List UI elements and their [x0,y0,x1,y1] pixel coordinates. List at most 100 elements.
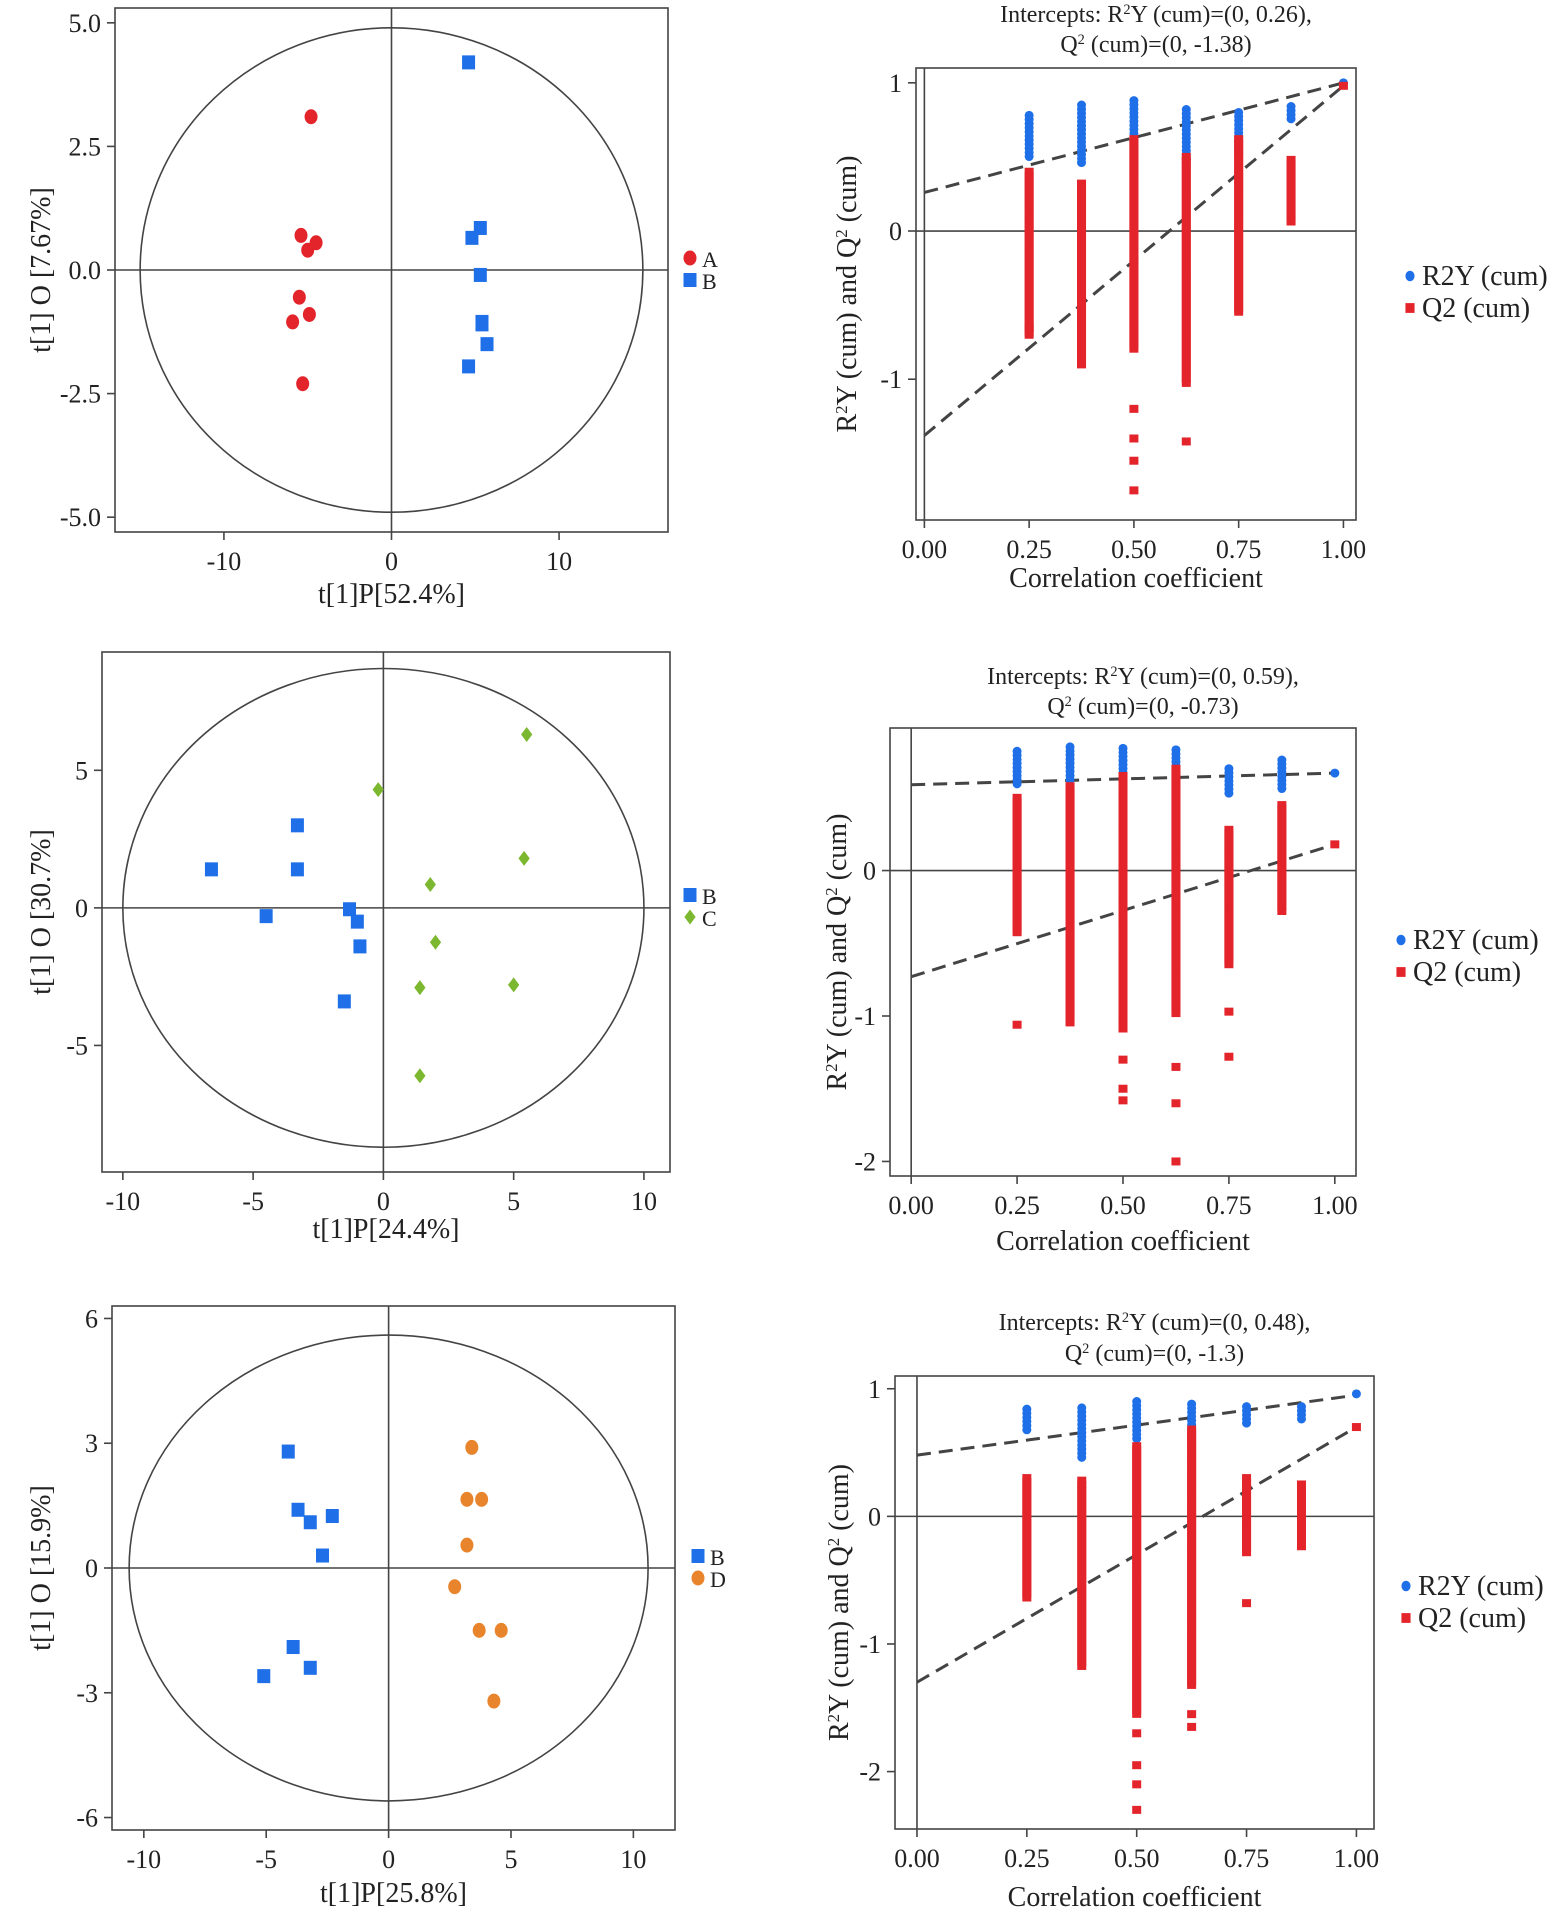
data-point [1224,788,1234,798]
data-point [1171,764,1181,773]
data-point [1118,869,1128,878]
data-point [1234,229,1244,238]
data-point [1132,1458,1142,1467]
data-point [1187,1577,1197,1586]
data-point [1012,875,1022,884]
data-point [1171,1009,1181,1018]
data-point [1187,1565,1197,1574]
data-point [1187,1437,1197,1446]
data-point [1187,1499,1197,1508]
data-point [1118,934,1128,943]
data-point [1024,188,1034,197]
data-point [1024,262,1034,271]
y-tick-label: -5 [66,1031,88,1060]
data-point [1132,1508,1142,1517]
data-point [1181,362,1191,371]
data-point [1012,850,1022,859]
data-point [1065,782,1075,791]
legend-label: Q2 (cum) [1422,293,1530,324]
data-point [1187,1446,1197,1455]
data-point [1181,321,1191,330]
data-point [1181,333,1191,342]
data-point [1077,1550,1087,1559]
data-point [1129,221,1139,230]
data-point [1077,1620,1087,1629]
data-point [1187,1623,1197,1632]
data-point [1077,339,1087,348]
data-point [1187,1442,1197,1451]
data-point [1187,1545,1197,1554]
data-point [1132,1643,1142,1652]
legend-label: B [702,269,717,294]
data-point [1077,315,1087,324]
data-point [1187,1470,1197,1479]
data-point [1224,833,1234,842]
data-point [1242,1490,1252,1499]
data-point [1077,1591,1087,1600]
data-point [1242,1498,1252,1507]
data-point [1129,159,1139,168]
data-point [1077,1641,1087,1650]
data-point [1171,919,1181,928]
chart-title-line-2: Q2 (cum)=(0, -1.3) [1065,1341,1244,1367]
plot-frame [915,67,1357,521]
data-point [1065,1010,1075,1019]
data-point [1132,1487,1142,1496]
data-point [1065,953,1075,962]
data-point [1234,176,1244,185]
data-point [1024,233,1034,242]
data-point [1077,212,1087,221]
legend-marker [1396,934,1406,946]
data-point [1024,315,1034,324]
data-point [1132,1619,1142,1628]
data-point [1224,903,1234,912]
data-point [1296,1496,1306,1505]
data-point [303,1660,317,1675]
data-point [1187,1491,1197,1500]
data-point [1132,1434,1142,1444]
series-q2-cum- [1024,81,1348,495]
data-point [1187,1676,1197,1685]
data-point [1065,847,1075,856]
data-point [1118,796,1128,805]
data-point [1129,254,1139,263]
data-point [1277,866,1287,875]
data-point [1012,793,1022,802]
data-point [1187,1610,1197,1619]
data-point [1129,250,1139,259]
data-point [1077,253,1087,262]
data-point [1171,1157,1181,1166]
data-point [1118,967,1128,976]
data-point [1187,1524,1197,1533]
data-point [1077,286,1087,295]
data-point [1277,845,1287,854]
data-point [1181,337,1191,346]
data-point [1224,870,1234,879]
data-point [1129,324,1139,333]
data-point [1012,924,1022,933]
data-point [1022,1490,1032,1499]
data-point [1234,250,1244,259]
data-point [1187,1594,1197,1603]
data-point [1024,295,1034,304]
data-point [1012,779,1022,789]
data-point [257,1669,271,1684]
data-point [1129,172,1139,181]
data-point [1012,863,1022,872]
x-tick-label: 0.00 [894,1844,940,1873]
data-point [1077,1604,1087,1613]
data-point [1012,891,1022,900]
data-point [1181,194,1191,203]
data-point [1132,1565,1142,1574]
data-point [1171,960,1181,969]
data-point [1129,303,1139,312]
data-point [1132,1582,1142,1591]
data-point [1024,217,1034,226]
data-point [1065,814,1075,823]
data-point [1277,898,1287,907]
data-point [1129,486,1139,495]
data-point [1118,853,1128,862]
data-point [1024,180,1034,189]
data-point [1234,200,1244,209]
data-point [1187,1557,1197,1566]
